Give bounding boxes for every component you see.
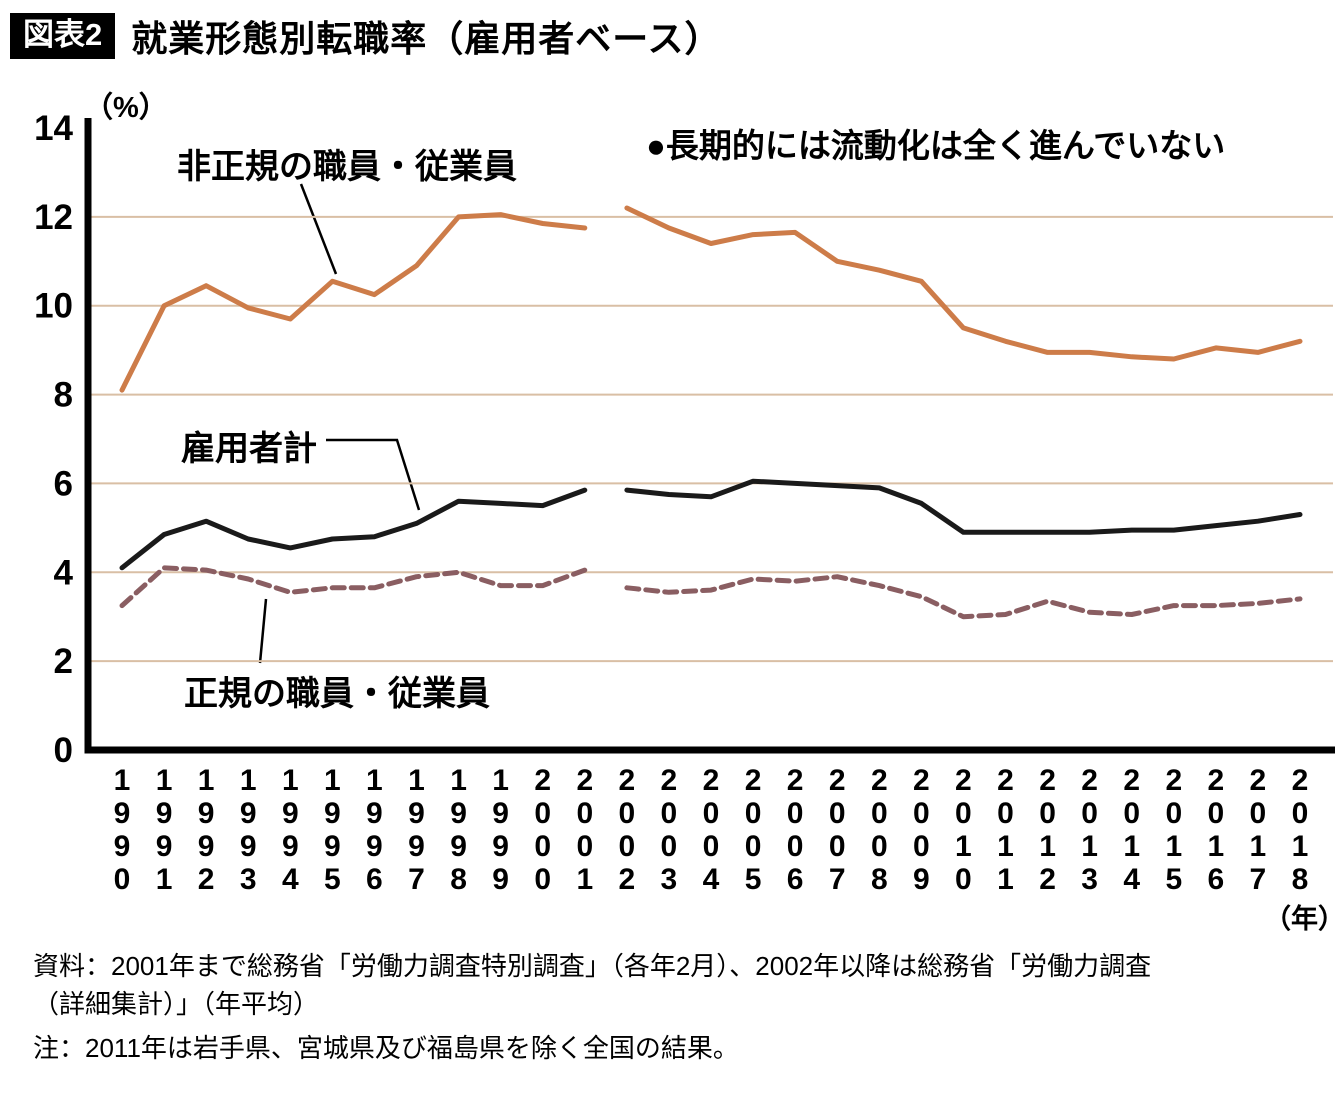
y-tick-label: 2 xyxy=(54,642,73,681)
figure-title: 就業形態別転職率（雇用者ベース） xyxy=(131,18,722,59)
figure-header: 図表2 就業形態別転職率（雇用者ベース） xyxy=(10,10,721,62)
y-tick-label: 0 xyxy=(54,731,73,770)
y-tick-label: 14 xyxy=(34,109,73,148)
regular-leader-line xyxy=(258,598,268,664)
non-regular-staff-line xyxy=(119,212,588,393)
series-label-regular-staff: 正規の職員・従業員 xyxy=(184,675,490,713)
coverage-note: 注：2011年は岩手県、宮城県及び福島県を除く全国の結果。 xyxy=(33,1033,739,1064)
y-tick-label: 4 xyxy=(54,553,74,592)
y-tick-label: 10 xyxy=(34,287,73,326)
nonregular-leader-line xyxy=(299,183,338,275)
y-tick-label: 8 xyxy=(54,376,73,415)
series-label-all-employees: 雇用者計 xyxy=(181,430,317,468)
total-leader-line xyxy=(326,438,421,511)
source-note: 資料：2001年まで総務省「労働力調査特別調査」（各年2月）、2002年以降は総… xyxy=(33,951,1152,1019)
regular-staff-line xyxy=(624,574,1303,620)
all-employees-line xyxy=(624,478,1303,535)
x-axis-unit-label: （年） xyxy=(1264,904,1340,934)
series-label-non-regular-staff: 非正規の職員・従業員 xyxy=(177,148,517,186)
figure-footnotes: 資料：2001年まで総務省「労働力調査特別調査」（各年2月）、2002年以降は総… xyxy=(33,948,1193,1075)
y-tick-label: 12 xyxy=(34,198,73,237)
y-tick-label: 6 xyxy=(54,464,73,503)
non-regular-staff-line xyxy=(624,205,1303,362)
regular-staff-line xyxy=(119,565,588,609)
y-axis-unit-label: （%） xyxy=(84,92,168,124)
figure-number-badge: 図表2 xyxy=(10,13,116,59)
chart-annotation: ●長期的には流動化は全く進んでいない xyxy=(646,127,1226,164)
all-employees-line xyxy=(119,487,588,571)
